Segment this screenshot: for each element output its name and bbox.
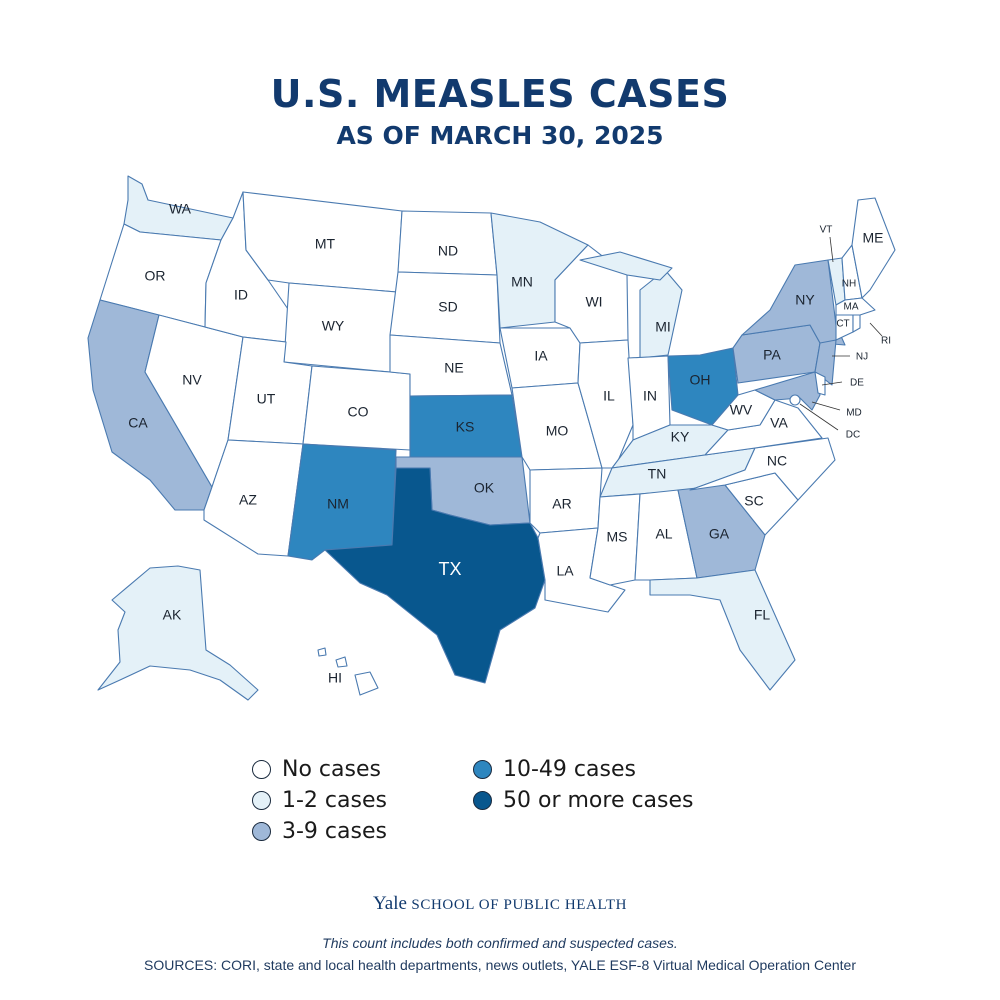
state-label-SD: SD	[438, 299, 457, 315]
state-label-OK: OK	[474, 480, 495, 496]
state-label-MI: MI	[655, 319, 671, 335]
state-DE	[814, 371, 826, 396]
legend-swatch-no-cases	[252, 759, 271, 779]
legend-item-10-49-cases: 10-49 cases	[473, 754, 636, 784]
state-label-NE: NE	[444, 360, 463, 376]
school-name: SCHOOL OF PUBLIC HEALTH	[411, 897, 628, 913]
legend-label-no-cases: No cases	[282, 756, 381, 782]
state-label-IA: IA	[534, 348, 548, 364]
legend: No cases 1-2 cases 3-9 cases 10-49 cases…	[252, 752, 772, 852]
state-label-NV: NV	[182, 372, 202, 388]
hawaii-island-west	[317, 647, 327, 657]
legend-swatch-10-49-cases	[473, 759, 492, 779]
state-label-SC: SC	[744, 493, 763, 509]
state-label-AZ: AZ	[239, 492, 257, 508]
state-label-MO: MO	[546, 423, 569, 439]
state-label-WY: WY	[322, 318, 345, 334]
state-label-WA: WA	[169, 201, 192, 217]
state-label-HI: HI	[328, 670, 342, 686]
state-label-NJ: NJ	[856, 352, 868, 363]
state-label-IL: IL	[603, 388, 615, 404]
state-label-TN: TN	[648, 466, 667, 482]
state-label-PA: PA	[763, 347, 781, 363]
label-leader-lines	[799, 236, 883, 431]
state-HI	[354, 671, 379, 696]
state-label-MT: MT	[315, 236, 336, 252]
state-label-ME: ME	[863, 230, 884, 246]
yale-logo: Yale SCHOOL OF PUBLIC HEALTH	[0, 893, 1000, 915]
state-label-MN: MN	[511, 274, 533, 290]
state-RI	[852, 314, 861, 333]
legend-label-10-49-cases: 10-49 cases	[503, 756, 636, 782]
state-label-LA: LA	[556, 563, 574, 579]
state-label-OH: OH	[690, 372, 711, 388]
legend-swatch-3-9-cases	[252, 821, 271, 841]
legend-item-1-2-cases: 1-2 cases	[252, 785, 387, 815]
footnote: This count includes both confirmed and s…	[322, 935, 678, 951]
state-label-OR: OR	[145, 268, 166, 284]
state-label-MA: MA	[844, 302, 859, 313]
state-label-KS: KS	[456, 419, 475, 435]
state-label-UT: UT	[257, 391, 276, 407]
hawaii-islands	[317, 647, 348, 668]
state-label-NH: NH	[842, 279, 856, 290]
state-label-NM: NM	[327, 496, 349, 512]
state-TX	[324, 467, 546, 684]
legend-swatch-1-2-cases	[252, 790, 271, 810]
state-label-VT: VT	[820, 225, 833, 236]
state-MI	[639, 269, 683, 359]
map-subtitle: AS OF MARCH 30, 2025	[336, 121, 664, 150]
state-label-GA: GA	[709, 526, 730, 542]
legend-label-50-plus-cases: 50 or more cases	[503, 787, 694, 813]
map-title: U.S. MEASLES CASES	[270, 72, 730, 116]
yale-wordmark: Yale	[372, 893, 407, 914]
state-label-RI: RI	[881, 336, 891, 347]
state-label-WI: WI	[585, 294, 602, 310]
state-AK	[97, 565, 259, 701]
state-label-VA: VA	[770, 415, 788, 431]
state-NJ	[814, 339, 837, 386]
legend-item-50-plus-cases: 50 or more cases	[473, 785, 694, 815]
state-label-AL: AL	[655, 526, 672, 542]
legend-swatch-50-plus-cases	[473, 790, 492, 810]
state-label-MD: MD	[846, 408, 862, 419]
state-label-CO: CO	[348, 404, 369, 420]
state-DC	[789, 394, 801, 406]
state-label-FL: FL	[754, 607, 771, 623]
legend-label-1-2-cases: 1-2 cases	[282, 787, 387, 813]
sources-line: SOURCES: CORI, state and local health de…	[143, 957, 856, 973]
state-label-ND: ND	[438, 243, 458, 259]
state-label-CA: CA	[128, 415, 148, 431]
state-label-AK: AK	[163, 607, 182, 623]
state-label-IN: IN	[643, 388, 657, 404]
state-label-MS: MS	[607, 529, 628, 545]
state-label-ID: ID	[234, 287, 248, 303]
state-label-TX: TX	[438, 559, 461, 579]
state-label-DC: DC	[846, 430, 860, 441]
state-FL	[649, 569, 796, 691]
state-MI-upper	[579, 251, 673, 281]
state-label-CT: CT	[836, 319, 849, 330]
state-label-NC: NC	[767, 453, 787, 469]
legend-item-3-9-cases: 3-9 cases	[252, 816, 387, 846]
hawaii-island-mid	[335, 656, 348, 668]
state-label-WV: WV	[730, 402, 753, 418]
state-label-NY: NY	[795, 292, 815, 308]
state-label-KY: KY	[671, 429, 690, 445]
legend-label-3-9-cases: 3-9 cases	[282, 818, 387, 844]
state-IL	[577, 339, 634, 469]
legend-item-no-cases: No cases	[252, 754, 381, 784]
state-label-DE: DE	[850, 378, 864, 389]
state-label-AR: AR	[552, 496, 571, 512]
